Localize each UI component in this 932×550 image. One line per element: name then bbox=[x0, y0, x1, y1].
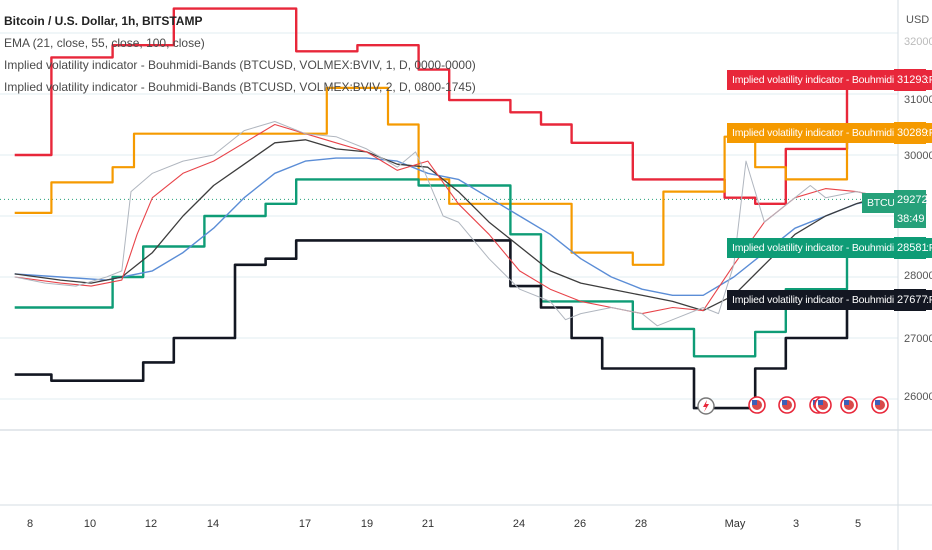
us-flag-event-icon bbox=[814, 396, 832, 414]
y-tick: 27000 bbox=[904, 333, 932, 345]
x-tick: 17 bbox=[298, 518, 312, 530]
red-band-tag: Implied volatility indicator - Bouhmidi-… bbox=[727, 70, 932, 90]
x-tick: 10 bbox=[83, 518, 97, 530]
orange-band-price: 30289 bbox=[894, 122, 928, 144]
currency-label: USD bbox=[906, 14, 930, 26]
x-tick: 14 bbox=[206, 518, 220, 530]
upper-band-2-line bbox=[14, 7, 932, 205]
y-tick: 28000 bbox=[904, 270, 932, 282]
us-flag-event-icon bbox=[871, 396, 889, 414]
ema-legend: EMA (21, close, 55, close, 100, close) bbox=[4, 36, 205, 50]
symbol-title: Bitcoin / U.S. Dollar, 1h, BITSTAMP bbox=[4, 14, 203, 28]
x-tick: 26 bbox=[573, 518, 587, 530]
y-tick: 26000 bbox=[904, 391, 932, 403]
bar-countdown: 38:49 bbox=[894, 210, 926, 228]
x-tick: 8 bbox=[26, 518, 34, 530]
orange-band-tag: Implied volatility indicator - Bouhmidi-… bbox=[727, 123, 932, 143]
x-tick: 28 bbox=[634, 518, 648, 530]
black-band-tag: Implied volatility indicator - Bouhmidi-… bbox=[727, 290, 932, 310]
green-band-tag: Implied volatility indicator - Bouhmidi-… bbox=[727, 238, 932, 258]
btc-price: 29272 bbox=[894, 190, 928, 210]
x-tick: 5 bbox=[854, 518, 862, 530]
x-tick: 21 bbox=[421, 518, 435, 530]
price-line bbox=[14, 121, 927, 327]
ema-55-line bbox=[14, 139, 927, 312]
black-band-price: 27677 bbox=[894, 289, 928, 311]
y-tick: 30000 bbox=[904, 150, 932, 162]
x-tick: 24 bbox=[512, 518, 526, 530]
ema-21-line bbox=[14, 123, 927, 315]
us-flag-event-icon bbox=[778, 396, 796, 414]
ivi-legend-2: Implied volatility indicator - Bouhmidi-… bbox=[4, 80, 476, 94]
ivi-legend-1: Implied volatility indicator - Bouhmidi-… bbox=[4, 58, 476, 72]
chart-legend: Bitcoin / U.S. Dollar, 1h, BITSTAMP EMA … bbox=[4, 10, 476, 98]
x-tick: 12 bbox=[144, 518, 158, 530]
us-flag-event-icon bbox=[748, 396, 766, 414]
x-tick: 3 bbox=[792, 518, 800, 530]
us-flag-event-icon bbox=[840, 396, 858, 414]
x-tick: May bbox=[724, 518, 746, 530]
green-band-price: 28581 bbox=[894, 237, 928, 259]
earnings-event-icon bbox=[697, 397, 715, 415]
red-band-price: 31293 bbox=[894, 69, 928, 91]
lower-band-2-line bbox=[14, 239, 932, 410]
x-tick: 19 bbox=[360, 518, 374, 530]
y-tick: 31000 bbox=[904, 94, 932, 106]
y-tick: 32000 bbox=[904, 36, 932, 48]
